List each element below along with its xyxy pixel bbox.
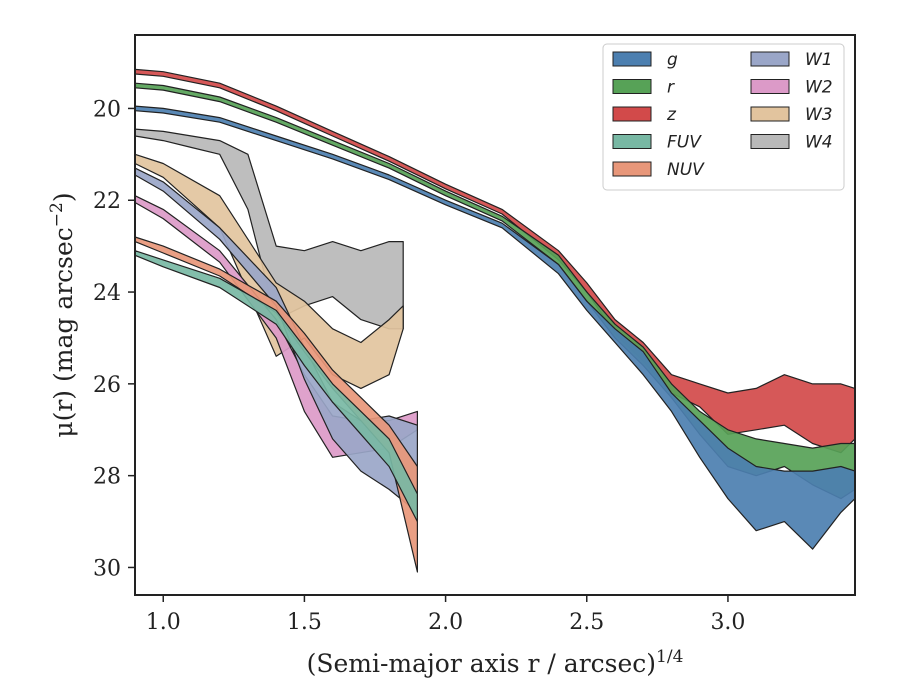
legend: grz FUV NUV W1 W2 W3 W4 — [602, 43, 845, 191]
y-tick-label: 26 — [93, 373, 121, 398]
y-axis-label: μ(r) (mag arcsec−2) — [47, 192, 78, 437]
y-axis-label-superscript: −2 — [47, 202, 67, 227]
legend-swatch-z — [612, 106, 652, 122]
legend-label-z: z — [666, 105, 677, 125]
y-axis-label-main: μ(r) (mag arcsec — [49, 227, 78, 437]
x-axis-label-main: (Semi-major axis r / arcsec) — [307, 649, 656, 678]
legend-swatch-w3 — [750, 106, 790, 122]
legend-label-w1: W1 — [805, 50, 833, 70]
legend-swatch-g — [612, 51, 652, 67]
legend-label-fuv: FUV — [667, 133, 702, 153]
legend-swatch-r — [612, 79, 652, 94]
x-tick-label: 2.0 — [428, 610, 463, 635]
x-tick-label: 1.0 — [146, 610, 181, 635]
x-axis-label-superscript: 1/4 — [656, 647, 683, 667]
legend-swatch-fuv — [612, 134, 652, 149]
x-axis-label: (Semi-major axis r / arcsec)1/4 — [307, 647, 684, 678]
y-axis-label-end: ) — [49, 192, 78, 202]
legend-swatch-w2 — [750, 79, 790, 94]
y-tick-label: 20 — [93, 97, 121, 122]
plot-frame — [134, 34, 856, 596]
legend-swatch-w4 — [750, 134, 790, 149]
legend-swatch-w1 — [750, 51, 790, 67]
x-tick-label: 2.5 — [569, 610, 604, 635]
legend-label-w2: W2 — [805, 78, 833, 98]
series-band-fuv — [134, 250, 418, 523]
legend-swatch-nuv — [612, 161, 652, 177]
y-tick-label: 24 — [93, 281, 121, 306]
legend-label-w3: W3 — [805, 105, 833, 125]
legend-label-r: r — [667, 78, 675, 98]
legend-label-w4: W4 — [805, 133, 833, 153]
series-band-nuv — [134, 236, 418, 573]
legend-label-g: g — [667, 50, 678, 70]
y-tick-label: 22 — [93, 189, 121, 214]
y-tick-label: 30 — [93, 556, 121, 581]
ticks-layer: 1.0 1.5 2.0 2.5 3.0 20 22 24 26 28 30 — [93, 97, 745, 635]
x-tick-label: 1.5 — [287, 610, 322, 635]
series-layer — [134, 68, 856, 573]
legend-label-nuv: NUV — [667, 160, 705, 180]
y-tick-label: 28 — [93, 465, 121, 490]
x-tick-label: 3.0 — [710, 610, 745, 635]
